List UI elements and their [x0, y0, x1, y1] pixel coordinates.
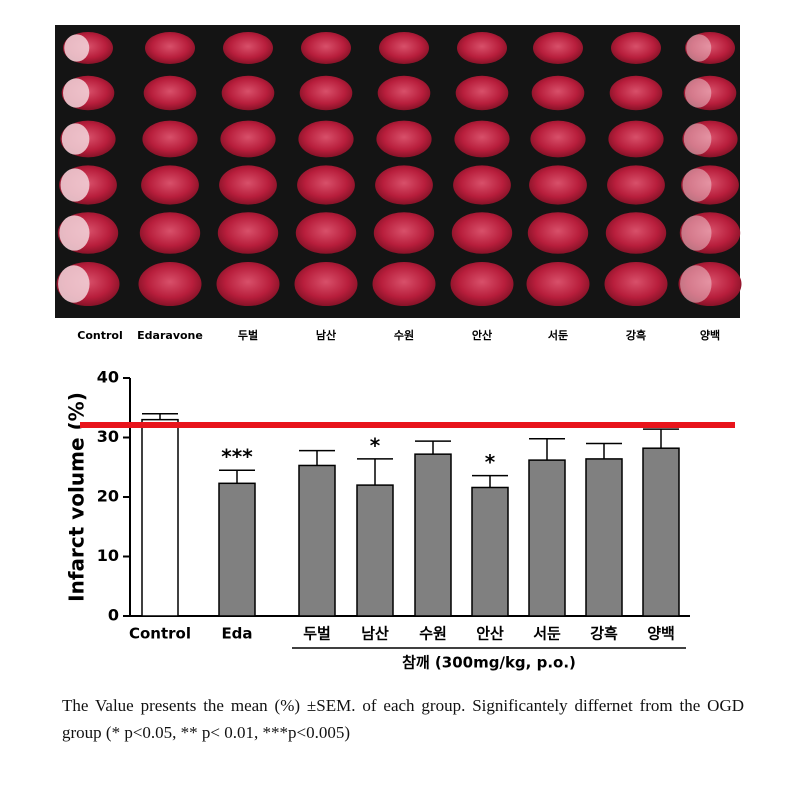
- infarct: [682, 168, 712, 202]
- brain-slice: [605, 212, 667, 254]
- x-tick-label: 두벌: [303, 625, 331, 643]
- brain-slice: [142, 120, 198, 158]
- photo-label: 강흑: [626, 328, 646, 342]
- brain-slice: [141, 165, 199, 205]
- brain-slice: [531, 75, 585, 111]
- brain-slice: [377, 75, 431, 111]
- photo-label: 두벌: [238, 328, 258, 342]
- brain-slice: [450, 262, 514, 306]
- infarct: [685, 78, 712, 108]
- infarct: [680, 265, 712, 303]
- brain-slices: [56, 32, 742, 306]
- infarct: [64, 34, 90, 62]
- brain-slice: [533, 32, 583, 64]
- x-tick-label: 안산: [476, 625, 504, 643]
- photo-label: 안산: [472, 328, 492, 342]
- brain-slice: [372, 262, 436, 306]
- brain-slice: [529, 165, 587, 205]
- bar: [218, 482, 256, 617]
- photo-label: 서둔: [548, 328, 568, 342]
- x-tick-label: 남산: [361, 625, 389, 643]
- x-tick-label: 강흑: [590, 625, 618, 643]
- bar: [471, 486, 509, 617]
- photo-label: 남산: [316, 328, 336, 342]
- y-tick-label: 20: [97, 487, 119, 506]
- brain-slice: [297, 165, 355, 205]
- y-tick-label: 0: [108, 606, 119, 625]
- brain-slice: [143, 75, 197, 111]
- brain-slice: [608, 120, 664, 158]
- x-tick-label: 양백: [647, 625, 675, 643]
- brain-slice: [138, 262, 202, 306]
- caption: The Value presents the mean (%) ±SEM. of…: [62, 696, 744, 742]
- brain-slice: [526, 262, 590, 306]
- brain-slice: [527, 212, 589, 254]
- x-tick-label: Eda: [221, 625, 252, 643]
- infarct: [60, 168, 90, 202]
- brain-slice: [217, 212, 279, 254]
- brain-slice: [145, 32, 195, 64]
- brain-slice: [453, 165, 511, 205]
- x-tick-label: 서둔: [533, 625, 561, 643]
- brain-slice: [604, 262, 668, 306]
- x-tick-label: Control: [129, 625, 191, 643]
- bar: [141, 418, 179, 617]
- brain-slice: [221, 75, 275, 111]
- photo-label: Edaravone: [137, 329, 203, 342]
- bar: [414, 453, 452, 617]
- significance: ***: [221, 445, 253, 469]
- brain-slice: [611, 32, 661, 64]
- brain-slice: [454, 120, 510, 158]
- brain-slice: [219, 165, 277, 205]
- brain-slice: [216, 262, 280, 306]
- brain-slice: [295, 212, 357, 254]
- infarct: [58, 265, 90, 303]
- brain-slice: [530, 120, 586, 158]
- y-tick-label: 30: [97, 427, 119, 446]
- brain-slice: [298, 120, 354, 158]
- infarct: [61, 123, 90, 155]
- bar: [356, 484, 394, 617]
- significance: *: [370, 433, 381, 457]
- infarct: [59, 215, 90, 251]
- infarct: [63, 78, 90, 108]
- infarct: [681, 215, 712, 251]
- bar: [642, 447, 680, 617]
- brain-slice: [451, 212, 513, 254]
- brain-slice: [220, 120, 276, 158]
- brain-slice: [373, 212, 435, 254]
- brain-slice: [455, 75, 509, 111]
- brain-slice: [301, 32, 351, 64]
- photo-label: 수원: [394, 328, 414, 342]
- significance: *: [485, 450, 496, 474]
- brain-slice: [379, 32, 429, 64]
- brain-slice: [299, 75, 353, 111]
- group-label: 참깨 (300mg/kg, p.o.): [402, 654, 576, 672]
- brain-slice: [609, 75, 663, 111]
- brain-slice: [139, 212, 201, 254]
- brain-slice: [375, 165, 433, 205]
- bar: [298, 464, 336, 617]
- y-tick-label: 10: [97, 546, 119, 565]
- bar: [585, 458, 623, 617]
- brain-slice: [607, 165, 665, 205]
- brain-slice: [376, 120, 432, 158]
- photo-label: 양백: [700, 328, 720, 342]
- bar: [528, 459, 566, 617]
- brain-slice: [294, 262, 358, 306]
- infarct: [686, 34, 712, 62]
- x-tick-label: 수원: [419, 625, 447, 643]
- y-tick-label: 40: [97, 368, 119, 387]
- brain-slice: [457, 32, 507, 64]
- photo-label: Control: [77, 329, 122, 342]
- figure: Infarct volume (%) Control Edaravone 두벌 남산 수…: [55, 25, 742, 672]
- brain-slice: [223, 32, 273, 64]
- infarct: [683, 123, 712, 155]
